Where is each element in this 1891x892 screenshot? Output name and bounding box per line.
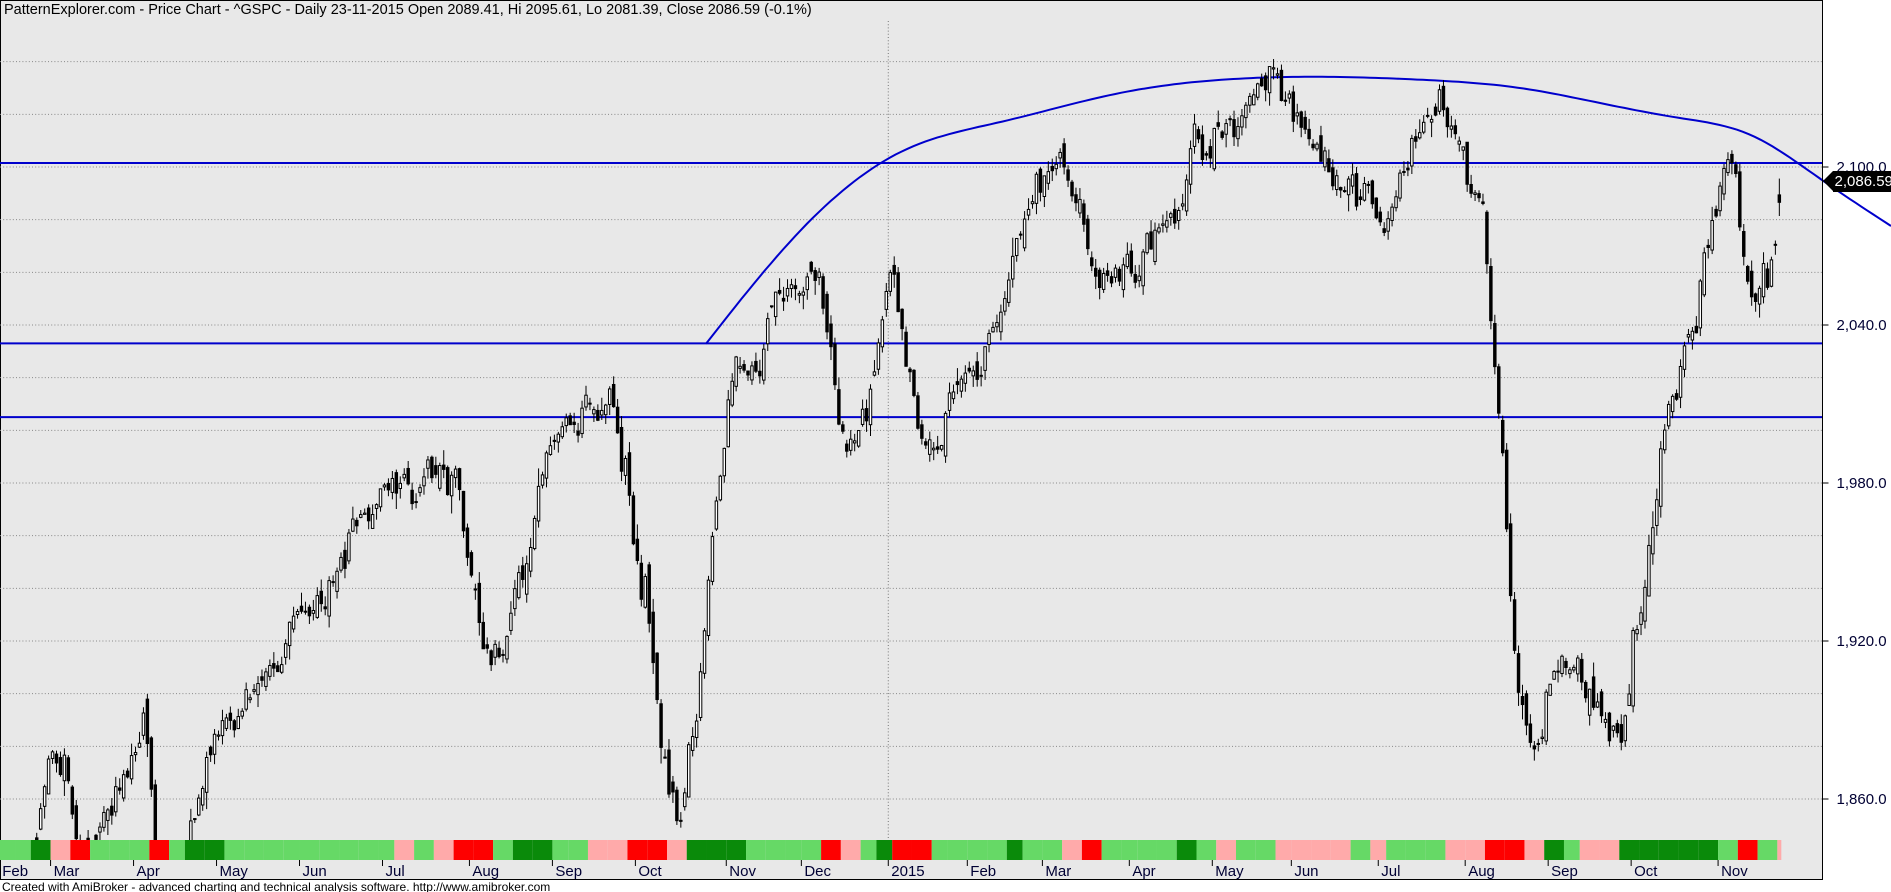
svg-text:Aug: Aug [472, 863, 499, 880]
svg-text:Jun: Jun [1294, 863, 1318, 880]
svg-text:2,040.0: 2,040.0 [1837, 317, 1887, 334]
svg-text:May: May [220, 863, 249, 880]
svg-text:2015: 2015 [891, 863, 924, 880]
svg-text:May: May [1215, 863, 1244, 880]
svg-text:Oct: Oct [1634, 863, 1658, 880]
svg-text:1,860.0: 1,860.0 [1837, 791, 1887, 808]
svg-text:Feb: Feb [970, 863, 996, 880]
svg-text:Sep: Sep [1551, 863, 1578, 880]
svg-text:Jul: Jul [1381, 863, 1400, 880]
svg-text:Sep: Sep [555, 863, 582, 880]
svg-text:Aug: Aug [1468, 863, 1495, 880]
svg-text:Dec: Dec [804, 863, 831, 880]
svg-text:Jul: Jul [385, 863, 404, 880]
svg-text:Apr: Apr [137, 863, 160, 880]
svg-text:Mar: Mar [1045, 863, 1071, 880]
svg-text:Oct: Oct [638, 863, 662, 880]
svg-text:Apr: Apr [1132, 863, 1155, 880]
svg-text:Jun: Jun [303, 863, 327, 880]
svg-text:1,980.0: 1,980.0 [1837, 475, 1887, 492]
svg-text:Nov: Nov [1721, 863, 1748, 880]
svg-text:Feb: Feb [2, 863, 28, 880]
svg-text:Nov: Nov [729, 863, 756, 880]
svg-text:Mar: Mar [54, 863, 80, 880]
svg-text:1,920.0: 1,920.0 [1837, 633, 1887, 650]
